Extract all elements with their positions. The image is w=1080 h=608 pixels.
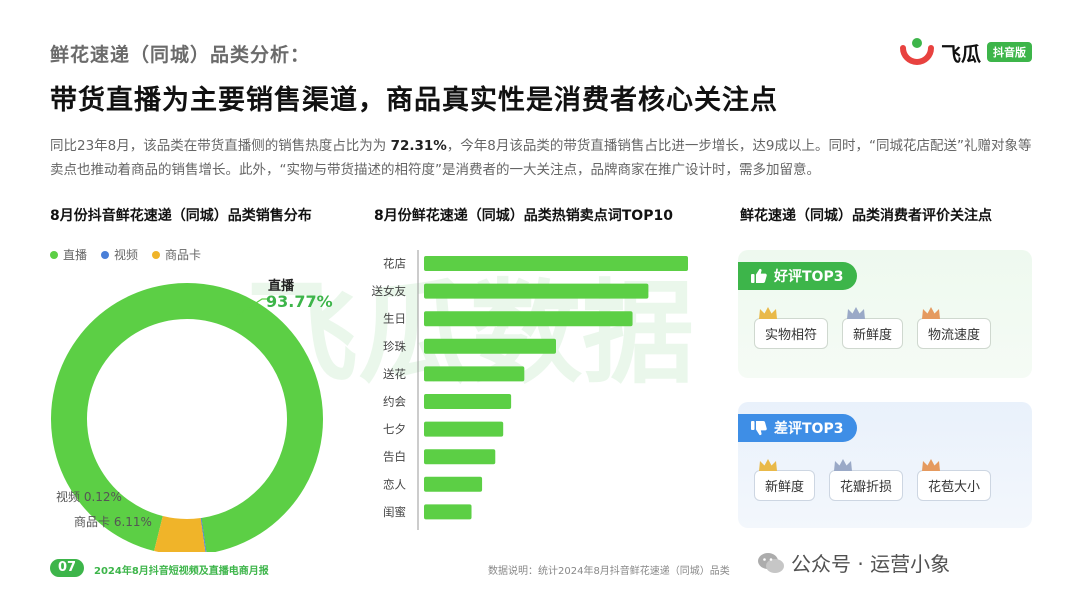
description-highlight: 72.31% <box>390 138 447 154</box>
bar-9 <box>424 476 483 492</box>
bar-label-3: 生日 <box>383 312 406 326</box>
bad-tag-2-label: 花瓣折损 <box>840 480 893 495</box>
donut-leader-line <box>235 298 268 317</box>
legend-label-card: 商品卡 <box>165 248 202 262</box>
description-text-1: 同比23年8月，该品类在带货直播侧的销售热度占比为为 <box>50 138 391 154</box>
logo-tag: 抖音版 <box>987 42 1032 62</box>
bar-1 <box>424 256 688 271</box>
wechat-account-name: 公众号 · 运营小象 <box>791 552 951 576</box>
legend-dot-card <box>152 250 161 259</box>
bar-label-5: 送花 <box>383 367 406 381</box>
donut-live-value: 93.77% <box>266 292 333 311</box>
bar-label-6: 约会 <box>383 395 406 409</box>
good-tag-3-label: 物流速度 <box>928 328 981 343</box>
bar-7 <box>424 421 504 437</box>
bar-4 <box>424 338 556 354</box>
bad-tag-1-label: 新鲜度 <box>765 480 805 495</box>
donut-section-title: 8月份抖音鲜花速递（同城）品类销售分布 <box>50 208 312 224</box>
bad-review-label: 差评TOP3 <box>774 421 844 437</box>
crown-gold-icon <box>759 459 777 471</box>
good-review-pill: 好评TOP3 <box>738 262 858 290</box>
bar-10 <box>424 504 472 520</box>
bar-label-9: 恋人 <box>383 477 406 491</box>
crown-silver-icon <box>834 459 853 471</box>
good-tag-1: 实物相符 <box>754 307 829 349</box>
bad-tag-3-label: 花苞大小 <box>928 480 981 495</box>
review-section-title: 鲜花速递（同城）品类消费者评价关注点 <box>740 208 992 224</box>
bar-3 <box>424 311 633 327</box>
crown-silver-icon <box>847 307 866 319</box>
donut-card-label: 商品卡 6.11% <box>74 515 152 529</box>
page-title: 带货直播为主要销售渠道，商品真实性是消费者核心关注点 <box>50 85 778 116</box>
bad-tag-3: 花苞大小 <box>917 459 992 501</box>
bar-label-7: 七夕 <box>383 422 406 436</box>
bad-review-panel: 差评TOP3 新鲜度 花瓣折损 花苞大小 <box>738 402 1032 528</box>
legend-dot-live <box>50 250 58 259</box>
bar-section-title: 8月份鲜花速递（同城）品类热销卖点词TOP10 <box>374 208 673 224</box>
legend-item-live: 直播 <box>50 246 87 263</box>
legend-label-live: 直播 <box>63 248 88 262</box>
logo-text: 飞瓜 <box>941 41 981 66</box>
feigua-logo-icon <box>900 38 934 65</box>
good-tag-2-label: 新鲜度 <box>853 328 893 343</box>
good-tag-1-label: 实物相符 <box>765 328 818 343</box>
good-review-tags: 实物相符 新鲜度 物流速度 <box>754 307 992 349</box>
legend-dot-video <box>101 250 110 259</box>
bar-6 <box>424 394 512 409</box>
report-name: 2024年8月抖音短视频及直播电商月报 <box>94 566 269 577</box>
bar-8 <box>424 449 496 465</box>
donut-live-name: 直播 <box>268 279 295 294</box>
bar-label-4: 珍珠 <box>383 339 406 353</box>
bad-tag-1: 新鲜度 <box>754 459 816 501</box>
bar-5 <box>424 366 525 382</box>
thumbs-down-icon <box>751 421 767 436</box>
data-note: 数据说明：统计2024年8月抖音鲜花速递（同城）品类 <box>488 566 730 577</box>
feigua-logo: 飞瓜 抖音版 <box>899 34 1032 70</box>
donut-video-label: 视频 0.12% <box>56 490 122 504</box>
good-review-panel: 好评TOP3 实物相符 新鲜度 物流速度 <box>738 250 1032 378</box>
thumbs-up-icon <box>751 268 767 283</box>
donut-legend: 直播 视频 商品卡 <box>50 246 201 263</box>
donut-slice-3 <box>51 283 323 552</box>
good-review-label: 好评TOP3 <box>774 269 844 285</box>
donut-chart <box>51 283 323 552</box>
legend-label-video: 视频 <box>114 248 139 262</box>
crown-bronze-icon <box>922 459 941 471</box>
bad-review-pill: 差评TOP3 <box>738 414 858 442</box>
description-text-2: ，今年8月该品类的带货直播销售占比进一步增长，达9成以上。同时，“同城花店配送”… <box>50 138 1032 178</box>
bad-tag-2: 花瓣折损 <box>829 459 904 501</box>
good-tag-3: 物流速度 <box>917 307 992 349</box>
description-paragraph: 同比23年8月，该品类在带货直播侧的销售热度占比为为 72.31%，今年8月该品… <box>50 134 1035 182</box>
bar-label-10: 闺蜜 <box>383 505 406 519</box>
crown-gold-icon <box>759 307 777 319</box>
legend-item-video: 视频 <box>101 246 138 263</box>
page-number-badge: 07 <box>50 559 84 577</box>
wechat-icon <box>758 552 784 573</box>
legend-item-card: 商品卡 <box>152 246 201 263</box>
crown-bronze-icon <box>922 307 941 319</box>
bad-review-tags: 新鲜度 花瓣折损 花苞大小 <box>754 459 992 501</box>
bar-2 <box>424 283 649 299</box>
bar-label-2: 送女友 <box>372 284 407 298</box>
bar-label-1: 花店 <box>383 257 406 271</box>
donut-slice-1 <box>51 283 323 552</box>
wechat-watermark: 公众号 · 运营小象 <box>757 548 950 577</box>
good-tag-2: 新鲜度 <box>842 307 904 349</box>
bar-label-8: 告白 <box>383 450 406 464</box>
page-subtitle: 鲜花速递（同城）品类分析： <box>50 44 311 66</box>
